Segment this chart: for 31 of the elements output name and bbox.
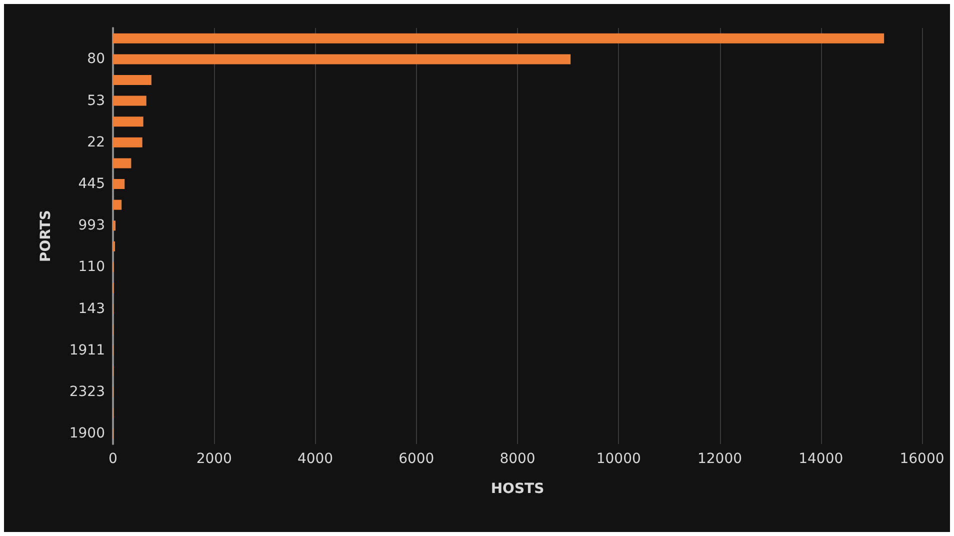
bar bbox=[113, 220, 116, 231]
y-axis-title: PORTS bbox=[38, 210, 54, 262]
y-tick-label: 53 bbox=[87, 92, 105, 109]
x-tick-label: 14000 bbox=[798, 451, 844, 467]
bar bbox=[113, 75, 152, 85]
x-tick-label: 16000 bbox=[900, 451, 944, 467]
bar bbox=[113, 33, 884, 44]
bar bbox=[113, 200, 122, 210]
x-tick-label: 6000 bbox=[398, 451, 434, 467]
y-tick-label: 110 bbox=[78, 259, 105, 276]
bar bbox=[113, 137, 142, 148]
x-tick-label: 8000 bbox=[500, 451, 536, 467]
y-tick-label: 1911 bbox=[69, 342, 105, 358]
x-tick-label: 10000 bbox=[596, 451, 641, 467]
bar bbox=[113, 179, 125, 189]
y-tick-label: 993 bbox=[78, 218, 105, 234]
y-tick-label: 80 bbox=[87, 51, 105, 68]
y-tick-label: 22 bbox=[87, 134, 105, 150]
bar bbox=[113, 158, 132, 168]
bar bbox=[113, 116, 144, 127]
bar bbox=[113, 54, 571, 64]
bar bbox=[113, 96, 146, 106]
y-tick-label: 2323 bbox=[69, 384, 105, 400]
y-tick-label: 1900 bbox=[69, 426, 105, 442]
x-tick-label: 0 bbox=[108, 451, 118, 467]
x-tick-label: 12000 bbox=[697, 451, 742, 467]
x-axis-title: HOSTS bbox=[490, 481, 544, 497]
y-tick-label: 143 bbox=[78, 300, 105, 317]
x-tick-label: 4000 bbox=[297, 451, 334, 467]
x-tick-label: 2000 bbox=[196, 451, 232, 467]
y-tick-label: 445 bbox=[78, 176, 105, 192]
